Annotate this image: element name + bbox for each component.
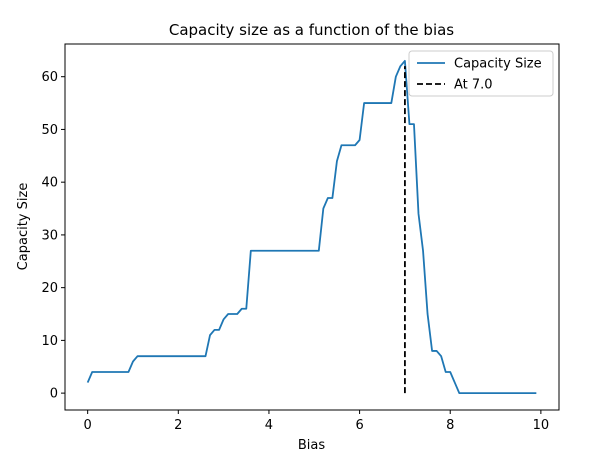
y-tick-label: 50 <box>41 123 58 138</box>
x-axis-label: Bias <box>298 438 325 453</box>
x-tick-label: 0 <box>84 418 92 433</box>
series-line-capacity-size <box>86 59 537 395</box>
legend: Capacity Size At 7.0 <box>408 50 554 97</box>
y-tick-label: 10 <box>41 334 58 349</box>
plot-area <box>86 59 537 395</box>
x-tick-label: 4 <box>265 418 273 433</box>
legend-label: At 7.0 <box>454 78 493 93</box>
x-tick-label: 10 <box>533 418 550 433</box>
x-tick-label: 2 <box>174 418 182 433</box>
x-tick-label: 8 <box>446 418 454 433</box>
legend-label: Capacity Size <box>454 57 542 72</box>
axes-frame <box>64 43 560 411</box>
y-tick-label: 20 <box>41 281 58 296</box>
y-tick-label: 0 <box>50 387 58 402</box>
x-tick-label: 6 <box>355 418 363 433</box>
chart-title: Capacity size as a function of the bias <box>169 21 454 39</box>
x-axis: 0 2 4 6 8 10 <box>84 410 550 433</box>
y-axis-label: Capacity Size <box>16 183 31 271</box>
y-axis: 0 10 20 30 40 50 60 <box>41 70 65 402</box>
y-tick-label: 60 <box>41 70 58 85</box>
y-tick-label: 40 <box>41 176 58 191</box>
y-tick-label: 30 <box>41 228 58 243</box>
